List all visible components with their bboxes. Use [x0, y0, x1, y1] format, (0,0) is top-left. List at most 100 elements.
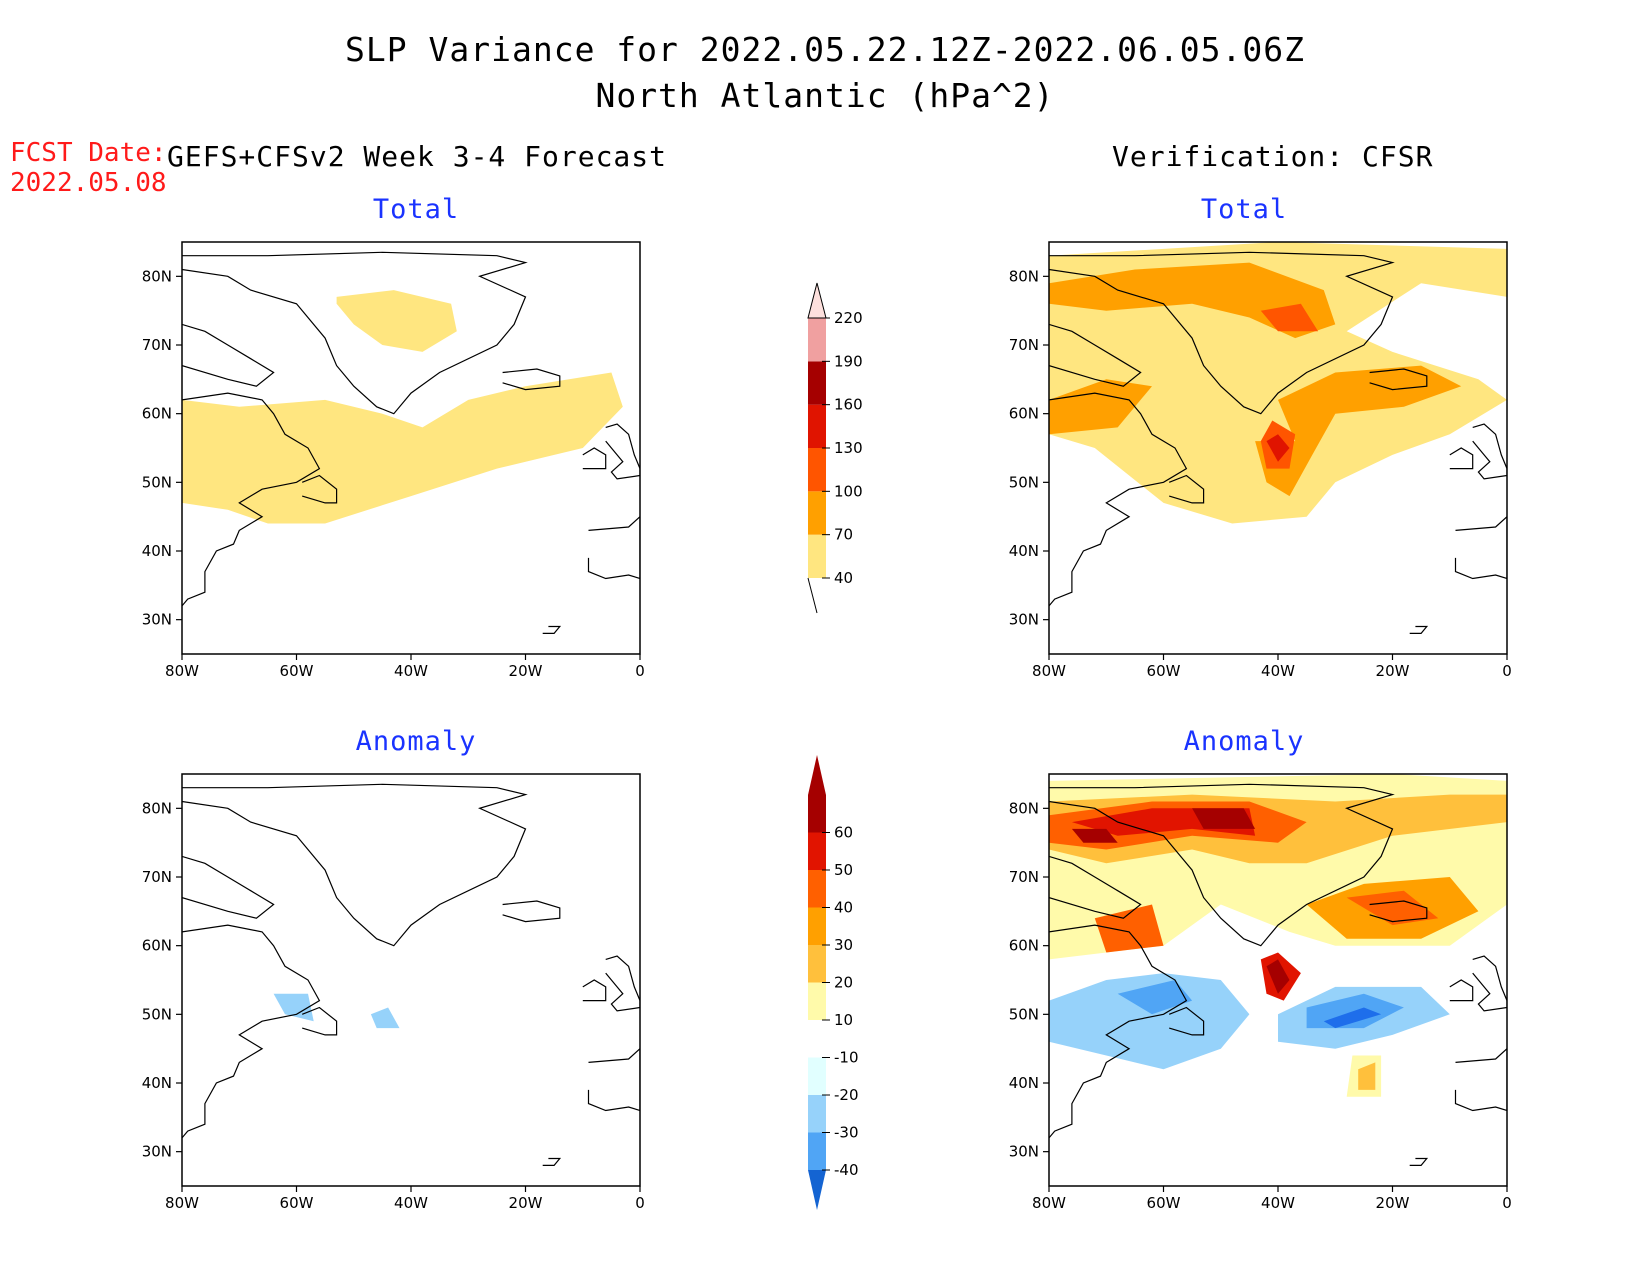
lat-tick-label: 80N	[1009, 799, 1039, 817]
lon-tick-label: 40W	[1261, 1194, 1295, 1212]
colorbar-label: 100	[834, 482, 863, 500]
coastline	[301, 1006, 338, 1036]
coastline	[1049, 855, 1142, 919]
colorbar-swatch	[808, 361, 826, 405]
panel-title-forecast-anomaly: Anomaly	[355, 726, 477, 757]
lon-tick-label: 0	[635, 662, 645, 680]
coastline	[1409, 625, 1429, 634]
main-subtitle: North Atlantic (hPa^2)	[595, 76, 1055, 115]
coastline	[587, 515, 640, 580]
colorbar-swatch	[808, 318, 826, 362]
colorbar-label: 130	[834, 439, 863, 457]
lon-tick-label: 80W	[1032, 662, 1066, 680]
forecast-date-block: FCST Date: 2022.05.08	[10, 138, 167, 198]
panel-title-verification-total: Total	[1200, 194, 1288, 225]
colorbar-label: 220	[834, 309, 863, 327]
coastline	[1454, 1047, 1507, 1112]
coastline	[1049, 392, 1188, 607]
contour-region	[1049, 379, 1152, 435]
map-forecast-total: 80N 70N 60N 50N 40N 30N 80W 60W 40W 20W 0	[142, 241, 645, 680]
lat-tick-label: 30N	[142, 611, 172, 629]
forecast-date-label: FCST Date:	[10, 138, 167, 168]
colorbar-swatch	[808, 1057, 826, 1095]
verification-subtitle: Verification: CFSR	[1112, 140, 1434, 173]
colorbar-label: -30	[834, 1124, 859, 1142]
coastline	[542, 625, 562, 634]
coastline	[1049, 924, 1188, 1139]
colorbar-total: 40 70 100 130 160 190 220	[800, 282, 880, 614]
colorbar-swatch	[808, 982, 826, 1020]
lat-tick-label: 30N	[1009, 1143, 1039, 1161]
colorbar-label: -20	[834, 1086, 859, 1104]
colorbar-label: 190	[834, 352, 863, 370]
lon-tick-label: 20W	[1376, 1194, 1410, 1212]
contour-region	[182, 372, 623, 524]
lon-tick-label: 60W	[1147, 662, 1181, 680]
lat-tick-label: 40N	[1009, 542, 1039, 560]
coastline	[1369, 900, 1428, 923]
colorbar-swatch	[808, 870, 826, 908]
coastline	[1472, 423, 1507, 480]
colorbar-bottom-arrow	[808, 1170, 826, 1210]
lat-tick-label: 60N	[142, 937, 172, 955]
forecast-date-value: 2022.05.08	[10, 168, 167, 198]
lat-tick-label: 70N	[142, 336, 172, 354]
coastline	[502, 368, 561, 391]
lat-tick-label: 70N	[1009, 868, 1039, 886]
contour-region	[1346, 890, 1439, 926]
lat-tick-label: 50N	[1009, 473, 1039, 491]
contour-region	[1094, 904, 1164, 953]
coastline	[542, 1157, 562, 1166]
coastline	[605, 423, 640, 480]
map-forecast-anomaly: 80N 70N 60N 50N 40N 30N 80W 60W 40W 20W 0	[142, 773, 645, 1212]
contour-region	[1323, 1007, 1382, 1029]
lat-tick-label: 80N	[142, 267, 172, 285]
lon-tick-label: 20W	[1376, 662, 1410, 680]
coastline	[582, 447, 607, 470]
coastline	[587, 1047, 640, 1112]
coastline	[582, 979, 607, 1002]
lat-tick-label: 30N	[1009, 611, 1039, 629]
lat-tick-label: 40N	[142, 1074, 172, 1092]
lat-tick-label: 50N	[142, 473, 172, 491]
contour-region	[1266, 959, 1290, 994]
lat-tick-label: 70N	[1009, 336, 1039, 354]
colorbar-swatch	[808, 534, 826, 578]
colorbar-swatch	[808, 907, 826, 945]
panel-title-verification-anomaly: Anomaly	[1183, 726, 1305, 757]
lat-tick-label: 60N	[1009, 405, 1039, 423]
colorbar-swatch	[808, 945, 826, 983]
lat-tick-label: 40N	[142, 542, 172, 560]
lat-tick-label: 30N	[142, 1143, 172, 1161]
coastline	[1449, 979, 1474, 1002]
coastline	[1409, 1157, 1429, 1166]
lon-tick-label: 40W	[394, 662, 428, 680]
colorbar-label: -40	[834, 1161, 859, 1179]
coastline	[182, 392, 321, 607]
colorbar-label: -10	[834, 1049, 859, 1067]
lon-tick-label: 0	[635, 1194, 645, 1212]
coastline	[502, 900, 561, 923]
colorbar-swatch	[808, 795, 826, 833]
colorbar-swatch	[808, 1132, 826, 1170]
lat-tick-label: 50N	[142, 1005, 172, 1023]
contour-region	[336, 290, 457, 352]
panel-title-forecast-total: Total	[372, 194, 460, 225]
colorbar-swatch	[808, 1020, 826, 1058]
coastline	[301, 474, 338, 504]
lon-tick-label: 40W	[394, 1194, 428, 1212]
lon-tick-label: 80W	[1032, 1194, 1066, 1212]
contour-region	[1117, 980, 1193, 1015]
lon-tick-label: 20W	[509, 1194, 543, 1212]
colorbar-swatch	[808, 404, 826, 448]
map-verification-anomaly: 80N 70N 60N 50N 40N 30N 80W 60W 40W 20W 0	[1009, 773, 1512, 1212]
colorbar-top-arrow	[808, 755, 826, 795]
colorbar-swatch	[808, 832, 826, 870]
colorbar-label: 70	[834, 526, 853, 544]
colorbar-label: 40	[834, 899, 853, 917]
contour-region	[370, 1007, 400, 1029]
contour-region	[1049, 973, 1250, 1070]
contour-region	[1192, 808, 1256, 829]
lat-tick-label: 40N	[1009, 1074, 1039, 1092]
lat-tick-label: 70N	[142, 868, 172, 886]
